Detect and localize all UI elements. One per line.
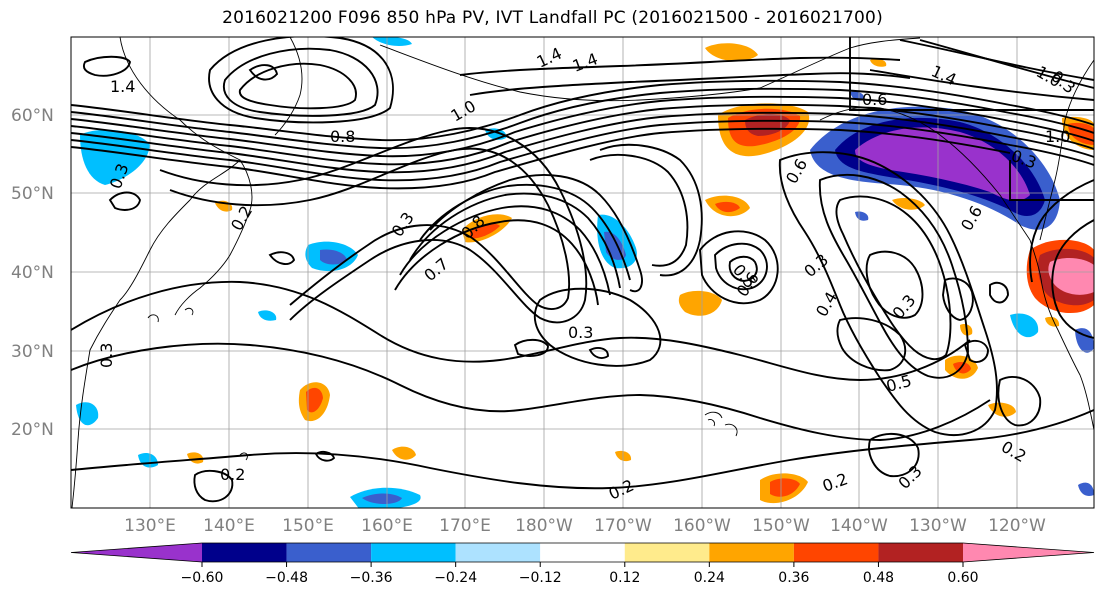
neg-blob-west-core	[320, 249, 347, 265]
lon-label: 170°E	[439, 516, 491, 536]
colorbar-bin	[540, 543, 625, 562]
pos-blob-northeast-inner	[745, 114, 790, 136]
lon-label: 180°W	[515, 516, 573, 536]
lon-label: 140°W	[830, 516, 888, 536]
pos-blob-small-3	[870, 58, 887, 67]
pos-blob-mid-1-core	[715, 201, 740, 213]
pos-blob-center-core	[470, 223, 500, 239]
colorbar-bin	[202, 543, 287, 562]
coast-kamchatka	[274, 37, 303, 136]
lat-label: 50°N	[11, 184, 54, 204]
colorbar-tick-label: −0.36	[350, 570, 393, 586]
lon-label: 150°W	[752, 516, 810, 536]
lat-label: 40°N	[11, 263, 54, 283]
colorbar-bin	[286, 543, 372, 562]
colorbar-tick-label: 0.24	[694, 570, 725, 586]
colorbar-tick-label: 0.60	[947, 570, 978, 586]
coast-aleutians	[379, 44, 761, 102]
pos-blob-east-inner	[1048, 258, 1094, 295]
colorbar-tick-label: 0.12	[609, 570, 640, 586]
neg-blob-east-edge	[1075, 328, 1094, 353]
colorbar-tick-label: −0.24	[434, 570, 477, 586]
page-title: 2016021200 F096 850 hPa PV, IVT Landfall…	[222, 8, 883, 28]
colorbar-tick-label: −0.60	[181, 570, 224, 586]
coast-japan	[174, 159, 253, 316]
colorbar-tick-label: −0.12	[519, 570, 562, 586]
coast-namerica	[1029, 239, 1094, 431]
pos-blob-south-2	[392, 446, 416, 460]
lon-label: 120°W	[988, 516, 1046, 536]
pos-blob-west-core	[306, 387, 323, 413]
colorbar-bin	[793, 543, 879, 562]
contour-label: 1.4	[110, 77, 135, 96]
neg-blob-north	[372, 37, 412, 46]
lon-label: 130°E	[124, 516, 176, 536]
colorbar-bin	[624, 543, 710, 562]
pos-blob-south-3	[187, 452, 204, 464]
pos-blob-north-1	[705, 43, 758, 62]
colorbar-tick-label: 0.48	[863, 570, 894, 586]
lon-label: 150°E	[282, 516, 334, 536]
colorbar-arrow-low	[71, 543, 202, 562]
neg-blob-sw-edge	[1078, 482, 1094, 496]
contour-label: 0.3	[568, 323, 593, 342]
colorbar: −0.60 −0.48 −0.36 −0.24 −0.12 0.12 0.24 0.36 0.4…	[70, 542, 1095, 586]
lat-label: 30°N	[11, 342, 54, 362]
coast-asia	[71, 37, 241, 508]
lon-label: 160°E	[361, 516, 413, 536]
pv-contours	[71, 37, 1094, 503]
lat-label: 60°N	[11, 106, 54, 126]
neg-blob-south-core	[362, 493, 402, 504]
pos-blob-small-2	[1045, 316, 1060, 327]
neg-blob-northeast-inner	[855, 127, 1030, 201]
latitude-labels: 60°N 50°N 40°N 30°N 20°N	[11, 106, 54, 440]
colorbar-arrow-high	[963, 543, 1094, 562]
coast-namerica-2	[1039, 59, 1094, 241]
neg-blob-small-5	[855, 211, 869, 221]
longitude-labels: 130°E 140°E 150°E 160°E 170°E 180°W 170°…	[124, 516, 1046, 536]
contour-label: 0.8	[330, 127, 355, 146]
colorbar-tick-label: 0.36	[778, 570, 809, 586]
islands-hawaii	[704, 411, 738, 437]
contour-label: 0.3	[97, 343, 116, 368]
lon-label: 170°W	[594, 516, 652, 536]
neg-blob-small-2	[258, 310, 277, 321]
pos-blob-mid-2	[678, 290, 722, 316]
lon-label: 140°E	[203, 516, 255, 536]
islands-west	[147, 307, 248, 461]
colorbar-bin	[878, 543, 963, 562]
colorbar-bin	[709, 543, 794, 562]
map-frame	[70, 36, 1095, 509]
lon-label: 160°W	[673, 516, 731, 536]
colorbar-bin	[455, 543, 541, 562]
contour-label: 0.6	[862, 90, 887, 109]
contour-label: 0.2	[220, 465, 245, 484]
colorbar-bin	[371, 543, 456, 562]
pos-blob-south-1-core	[770, 478, 800, 497]
lon-label: 130°W	[909, 516, 967, 536]
contour-label: 1.0	[1045, 127, 1070, 146]
colorbar-tick-label: −0.48	[265, 570, 308, 586]
lat-label: 20°N	[11, 420, 54, 440]
